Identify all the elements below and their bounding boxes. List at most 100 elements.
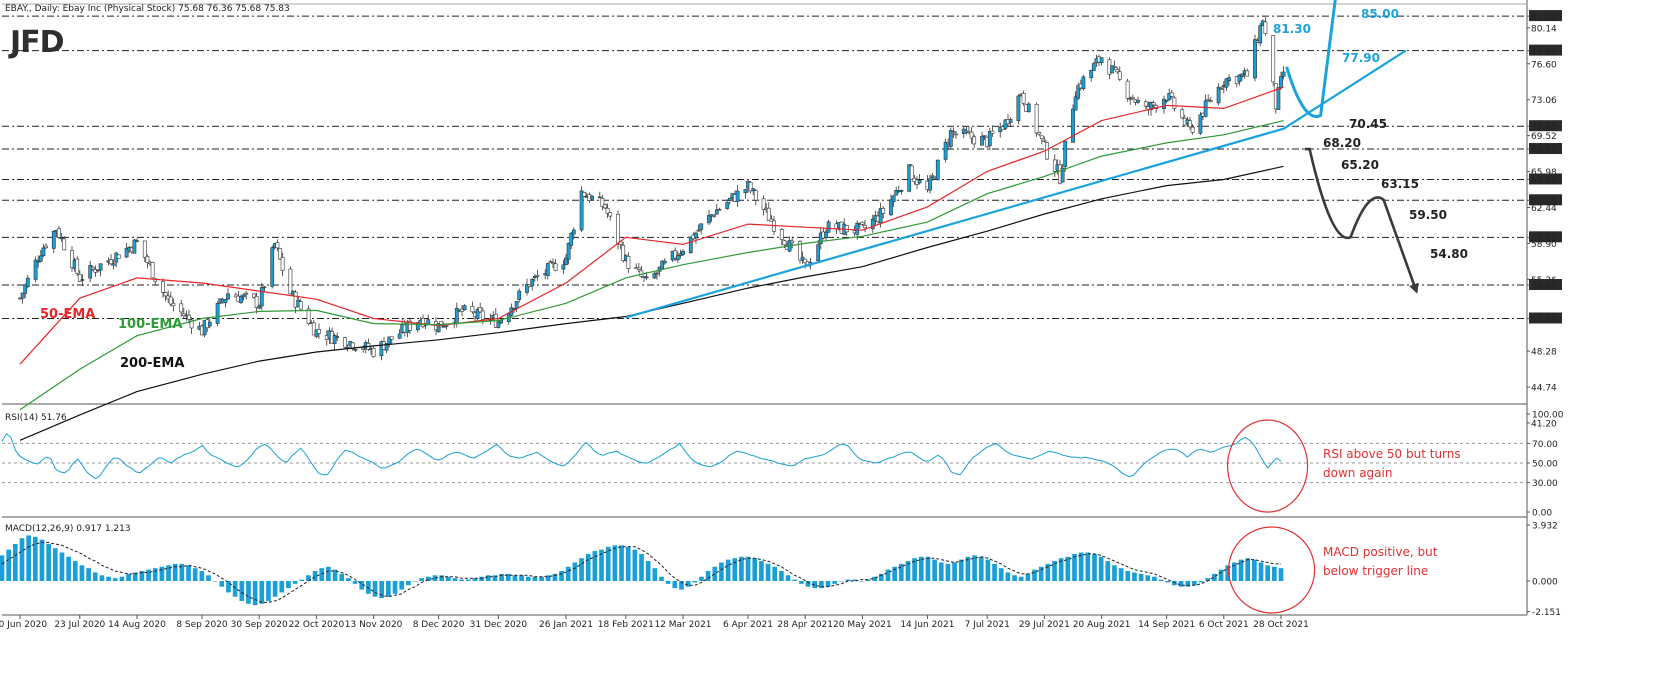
candle-body [891, 195, 896, 203]
macd-bar [146, 569, 151, 581]
price-axis-label: 59.50 [1531, 234, 1557, 244]
macd-bar [759, 561, 764, 581]
macd-bar [226, 581, 231, 593]
candle-body [889, 199, 893, 216]
macd-bar [592, 551, 598, 581]
macd-bar [66, 556, 71, 581]
candle-body [548, 261, 553, 263]
macd-bar [1145, 575, 1151, 581]
macd-pane: 3.932 0.000 -2.151 [0, 522, 1561, 618]
candle-body [803, 258, 808, 264]
macd-bar [112, 578, 118, 581]
macd-bar [938, 562, 944, 581]
candle-body [566, 243, 571, 260]
candle-body [75, 258, 80, 274]
candle-body [990, 130, 995, 134]
candle-body [600, 198, 605, 207]
macd-bar [1052, 561, 1057, 581]
candle-body [1076, 85, 1081, 99]
candle-body [270, 247, 275, 287]
macd-bar [259, 581, 265, 604]
candle-body [1125, 80, 1130, 99]
candle-body [753, 190, 758, 201]
candle-body [384, 343, 389, 351]
level-54-80-label: 54.80 [1430, 247, 1468, 261]
candle-body [769, 218, 774, 222]
ema50-label: 50-EMA [40, 307, 95, 322]
price-axis-label: 80.14 [1531, 24, 1557, 34]
candle-body [215, 303, 220, 324]
candle-body [948, 130, 953, 147]
price-chart-title: EBAY., Daily: Ebay Inc (Physical Stock) … [5, 4, 290, 14]
candle-body [816, 244, 821, 262]
macd-bar [725, 559, 731, 581]
macd-bar [832, 581, 838, 584]
macd-bar [679, 581, 684, 590]
candle-body [551, 262, 555, 264]
candle-body [694, 232, 698, 239]
x-axis-label: 8 Dec 2020 [413, 620, 465, 630]
level-63-15-label: 63.15 [1381, 177, 1419, 191]
macd-bar [1178, 581, 1184, 587]
macd-bar [1165, 581, 1171, 583]
macd-bar [932, 559, 937, 581]
price-axis-label: 41.20 [1531, 420, 1557, 430]
macd-bar [978, 556, 984, 581]
candle-body [535, 275, 540, 277]
macd-bar [92, 572, 98, 581]
candle-body [298, 301, 303, 310]
candle-body [696, 229, 701, 232]
macd-bar [1038, 566, 1044, 581]
macd-bar [119, 576, 125, 581]
macd-bar [998, 568, 1004, 581]
macd-bar [858, 581, 864, 582]
candle-body [1271, 35, 1276, 83]
macd-bar [279, 581, 285, 593]
candle-body [171, 302, 176, 307]
candle-body [972, 136, 977, 145]
macd-bar [825, 581, 831, 587]
macd-bar [1198, 581, 1204, 583]
macd-bar [925, 556, 931, 581]
candle-body [1081, 76, 1086, 89]
candle-body [517, 290, 522, 300]
candle-body [1110, 65, 1114, 74]
macd-bar [865, 579, 871, 581]
ema100-label: 100-EMA [118, 317, 182, 332]
rsi-axis-label: 100.00 [1532, 411, 1564, 421]
price-level-badge [1529, 44, 1562, 56]
macd-bar [292, 581, 298, 584]
macd-bar [239, 581, 245, 601]
candle-body [1253, 39, 1257, 79]
price-axis-label: 51.50 [1531, 315, 1557, 325]
candle-body [743, 189, 748, 194]
macd-bar [426, 576, 431, 581]
macd-bar [659, 576, 664, 581]
candle-body [1042, 139, 1047, 142]
macd-bar [1225, 565, 1231, 581]
candle-body [1237, 74, 1242, 83]
macd-bar [799, 581, 804, 584]
macd-bar [485, 575, 491, 581]
macd-bar [139, 571, 145, 581]
macd-bar [299, 579, 305, 581]
x-axis-label: 18 Feb 2021 [598, 620, 654, 630]
macd-bar [852, 579, 857, 581]
candle-body [1091, 63, 1096, 71]
rsi-highlight-ellipse [1226, 419, 1309, 513]
candle-body [90, 267, 95, 270]
candle-body [207, 321, 212, 327]
x-axis-label: 30 Jun 2020 [0, 620, 47, 630]
macd-title: MACD(12,26,9) 0.917 1.213 [5, 524, 131, 534]
candle-body [1034, 104, 1039, 134]
macd-bar [1045, 563, 1051, 581]
macd-bar [312, 571, 318, 581]
candle-body [278, 248, 282, 260]
candle-body [239, 296, 243, 304]
candle-body [1164, 100, 1169, 102]
candle-body [1240, 73, 1244, 77]
macd-bar [639, 553, 644, 581]
macd-axis-label: 0.000 [1532, 578, 1558, 588]
price-level-badge [1529, 173, 1562, 185]
candle-body [59, 237, 64, 240]
